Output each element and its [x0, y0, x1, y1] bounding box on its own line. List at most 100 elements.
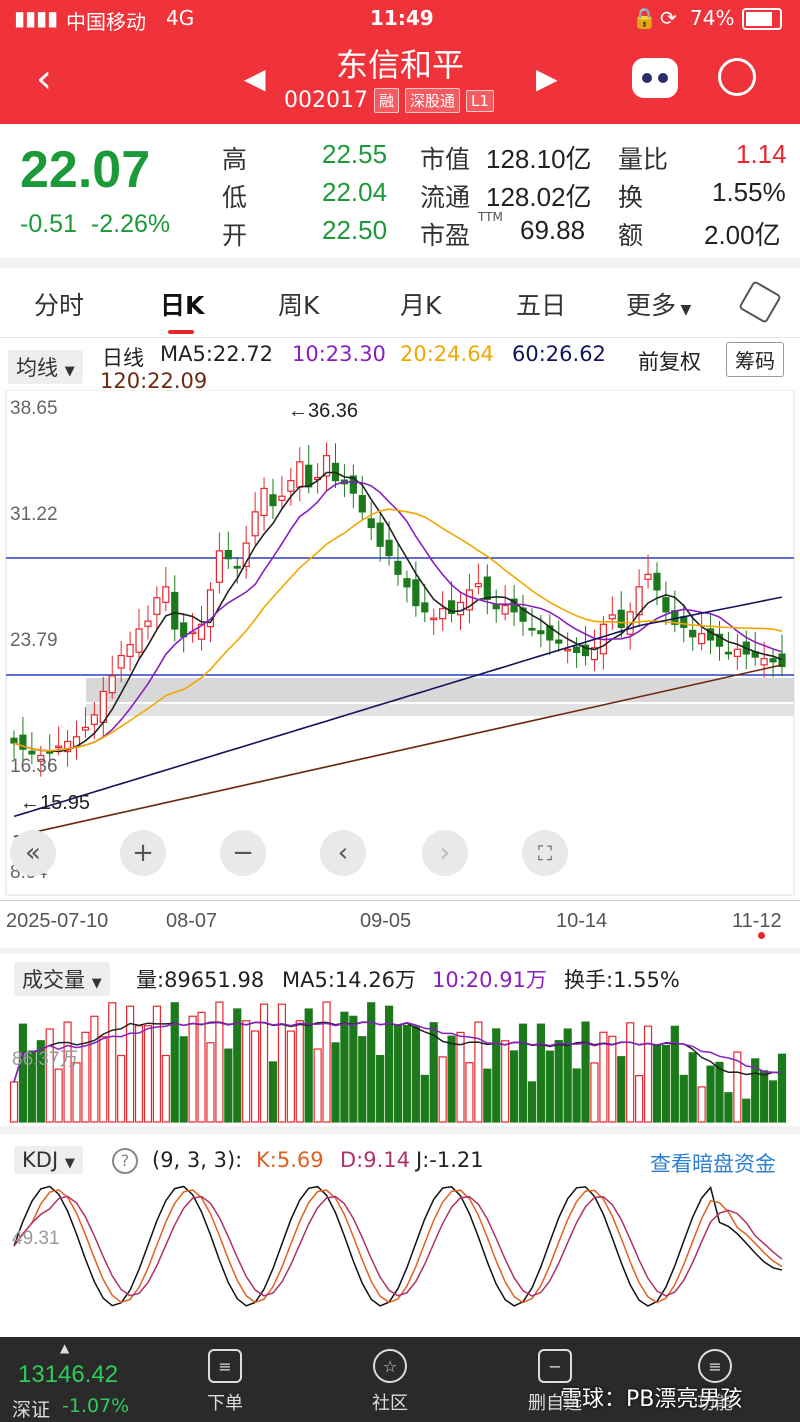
zoom-out-icon[interactable]: − — [220, 830, 266, 876]
volume-bar — [501, 1040, 510, 1123]
volume-ma5: MA5:14.26万 — [282, 968, 417, 992]
candle-body — [215, 550, 223, 583]
order-icon: ≡ — [208, 1349, 242, 1383]
candlestick-chart[interactable] — [0, 390, 800, 900]
candle-body — [153, 597, 161, 615]
indicator-dropdown[interactable]: 均线 ▼ — [8, 350, 83, 384]
nav-remove-watchlist[interactable]: − 删自选 — [520, 1349, 590, 1415]
nav-order[interactable]: ≡ 下单 — [200, 1349, 250, 1415]
candle-body — [90, 714, 98, 725]
volume-bar — [518, 1023, 528, 1123]
connect-tag: 深股通 — [405, 88, 461, 113]
candles — [10, 442, 786, 777]
volume-bar — [465, 1062, 474, 1123]
volume-bar — [349, 1015, 358, 1123]
candle-body — [278, 495, 286, 501]
robot-assistant-icon[interactable] — [632, 58, 678, 98]
next-stock-icon[interactable]: ▶ — [536, 62, 558, 95]
ma10-label: 10:23.30 — [292, 342, 386, 366]
candle-body — [287, 480, 295, 492]
volume-bar — [331, 1042, 340, 1123]
chip-band — [86, 678, 794, 702]
scroll-left-icon[interactable]: ‹ — [320, 830, 366, 876]
candle-body — [510, 598, 518, 613]
kdj-k: K:5.69 — [256, 1148, 324, 1172]
fullscreen-icon[interactable]: ⛶ — [522, 830, 568, 876]
scroll-right-icon[interactable]: › — [422, 830, 468, 876]
tab-daily-k[interactable]: 日K — [160, 291, 205, 320]
chevron-down-icon: ▼ — [64, 364, 75, 379]
index-value[interactable]: 13146.42 — [18, 1361, 119, 1388]
tab-weekly-k[interactable]: 周K — [278, 291, 320, 320]
chart-grid — [5, 390, 795, 896]
volume-bar — [36, 1040, 45, 1123]
volume-bar — [420, 1074, 429, 1123]
volume-bar — [438, 1056, 447, 1123]
volume-ma10-line — [13, 1021, 783, 1083]
chart-frame — [5, 390, 795, 896]
dark-pool-link[interactable]: 查看暗盘资金 — [650, 1152, 776, 1176]
candle-body — [117, 654, 125, 669]
volratio-value: 1.14 — [736, 139, 787, 169]
volume-bar — [45, 1028, 54, 1123]
search-icon[interactable] — [718, 58, 756, 96]
candle-body — [617, 609, 625, 629]
candle-body — [233, 565, 241, 569]
candle-body — [698, 633, 706, 645]
volume-bar — [152, 1005, 161, 1123]
kdj-dropdown[interactable]: KDJ ▼ — [14, 1146, 83, 1174]
candle-body — [37, 754, 45, 762]
zoom-in-icon[interactable]: + — [120, 830, 166, 876]
chips-button[interactable]: 筹码 — [726, 342, 784, 377]
candle-body — [251, 511, 259, 537]
volume-bar — [456, 1031, 465, 1123]
ma60-line — [13, 596, 783, 818]
back-arrow-icon[interactable]: ‹ — [36, 56, 52, 102]
candle-body — [644, 573, 652, 580]
price-bands — [86, 678, 794, 716]
prev-stock-icon[interactable]: ◀ — [244, 62, 266, 95]
tab-intraday[interactable]: 分时 — [34, 291, 85, 320]
volume-bar — [599, 1031, 608, 1123]
volume-bar — [134, 1025, 144, 1123]
volume-bar — [233, 1008, 242, 1123]
ma20-label: 20:24.64 — [400, 342, 494, 366]
candle-body — [322, 455, 331, 477]
candle-body — [421, 602, 429, 613]
price-change: -0.51 -2.26% — [20, 210, 170, 239]
help-icon[interactable]: ? — [112, 1148, 138, 1174]
tab-more[interactable]: 更多 ▼ — [626, 286, 691, 322]
volume-bar — [215, 1001, 224, 1123]
volume-bar — [304, 1008, 313, 1123]
volume-bar — [197, 1011, 206, 1123]
nav-functions[interactable]: ≡ 功能 — [690, 1349, 740, 1415]
tab-monthly-k[interactable]: 月K — [400, 291, 442, 320]
volume-bar — [706, 1065, 715, 1123]
candle-body — [474, 583, 482, 588]
volume-bar — [90, 1015, 99, 1123]
volume-bar — [527, 1081, 537, 1123]
candle-body — [206, 589, 215, 628]
volume-bar — [536, 1023, 545, 1123]
rewind-icon[interactable]: « — [10, 830, 56, 876]
chevron-down-icon: ▼ — [91, 976, 102, 991]
current-price: 22.07 — [20, 141, 151, 199]
candle-body — [412, 579, 420, 607]
kdj-j-line — [13, 1185, 783, 1307]
adjust-mode[interactable]: 前复权 — [638, 350, 701, 374]
settings-hex-icon[interactable] — [738, 280, 782, 324]
nav-community[interactable]: ☆ 社区 — [365, 1349, 415, 1415]
low-marker: ←15.95 — [20, 792, 91, 814]
period-label: 日线 — [102, 346, 144, 370]
volume-bar — [170, 1002, 179, 1123]
tab-five-day[interactable]: 五日 — [516, 291, 567, 320]
expand-icon[interactable]: ▲ — [60, 1341, 70, 1355]
volume-dropdown[interactable]: 成交量 ▼ — [14, 962, 110, 996]
candle-body — [394, 560, 402, 575]
volume-bar — [572, 1068, 581, 1123]
mktcap-value: 128.10亿 — [486, 144, 592, 174]
mktcap-label: 市值 — [420, 145, 471, 174]
volume-bar — [143, 1025, 153, 1123]
high-label: 高 — [222, 145, 248, 174]
open-label: 开 — [222, 221, 248, 250]
